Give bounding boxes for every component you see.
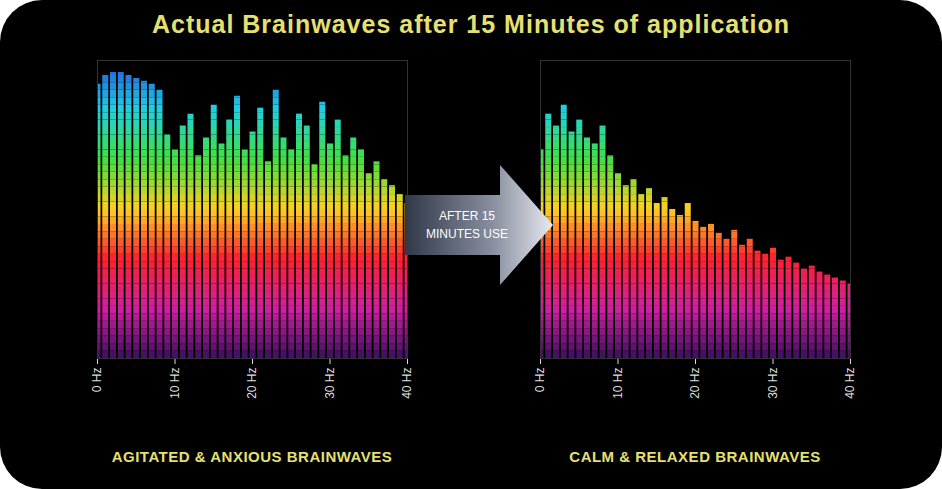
svg-text:20 Hz: 20 Hz: [245, 368, 259, 399]
html-text:CALM & RELAXED BRAINWAVES: CALM & RELAXED BRAINWAVES: [569, 448, 821, 465]
svg-text:30 Hz: 30 Hz: [766, 368, 780, 399]
svg-text:40 Hz: 40 Hz: [400, 368, 414, 399]
html-text:Actual Brainwaves after 15 Min: Actual Brainwaves after 15 Minutes of ap…: [152, 10, 790, 38]
svg-text:0 Hz: 0 Hz: [533, 368, 547, 393]
html-text:AGITATED & ANXIOUS BRAINWAVES: AGITATED & ANXIOUS BRAINWAVES: [111, 448, 393, 465]
svg-text:40 Hz: 40 Hz: [843, 368, 857, 399]
svg-text:AFTER 15: AFTER 15: [439, 209, 495, 223]
svg-text:10 Hz: 10 Hz: [168, 368, 182, 399]
svg-text:10 Hz: 10 Hz: [611, 368, 625, 399]
svg-text:20 Hz: 20 Hz: [688, 368, 702, 399]
svg-text:MINUTES USE: MINUTES USE: [426, 227, 508, 241]
svg-text:30 Hz: 30 Hz: [323, 368, 337, 399]
svg-text:0 Hz: 0 Hz: [90, 368, 104, 393]
